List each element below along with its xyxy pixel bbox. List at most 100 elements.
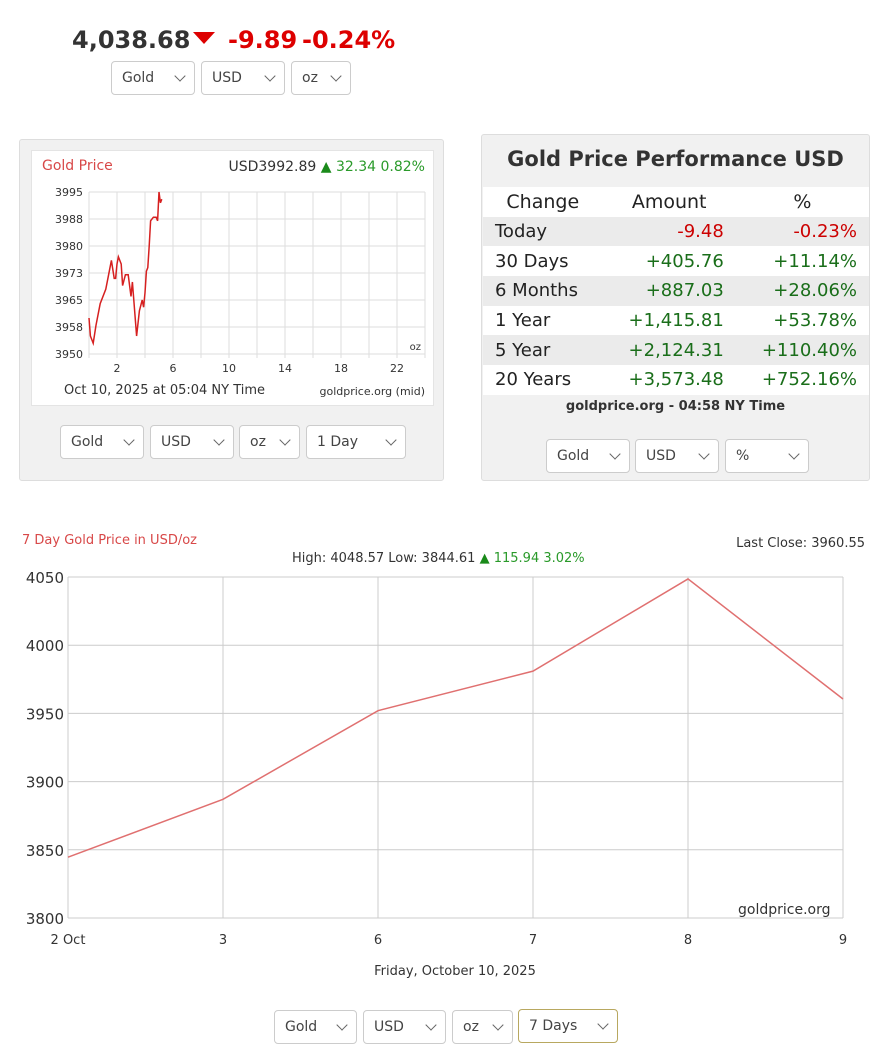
x-tick-label: 6	[374, 933, 382, 948]
weekly-range-select[interactable]: 7 Days	[518, 1009, 618, 1043]
select-value: Gold	[122, 70, 155, 86]
cell-pct: +53.78%	[773, 310, 857, 332]
intraday-quote: USD3992.89 ▲ 32.34 0.82%	[228, 159, 425, 175]
perf-mode-select[interactable]: %	[725, 439, 809, 473]
y-tick-label: 3958	[55, 321, 83, 334]
select-value: USD	[646, 448, 676, 464]
quote-price: USD3992.89	[228, 159, 317, 175]
performance-panel: Gold Price Performance USD Change Amount…	[481, 134, 870, 481]
chevron-down-icon	[279, 433, 291, 446]
x-tick-label: 2 Oct	[51, 933, 86, 948]
y-tick-label: 3800	[26, 910, 64, 928]
select-value: %	[736, 448, 750, 464]
chevron-down-icon	[330, 69, 342, 82]
chevron-down-icon	[174, 69, 186, 82]
intraday-unit-select[interactable]: oz	[239, 425, 300, 459]
cell-label: 30 Days	[495, 250, 569, 272]
select-value: Gold	[557, 448, 590, 464]
intraday-currency-select[interactable]: USD	[150, 425, 234, 459]
x-tick-label: 10	[222, 362, 236, 375]
triangle-down-icon	[193, 32, 215, 44]
y-tick-label: 3900	[26, 774, 64, 792]
select-value: USD	[161, 434, 191, 450]
cell-label: 6 Months	[495, 280, 578, 302]
metal-select[interactable]: Gold	[111, 61, 195, 95]
cell-amount: +3,573.48	[628, 369, 724, 391]
cell-amount: +887.03	[645, 280, 724, 302]
cell-pct: +110.40%	[761, 339, 857, 361]
weekly-watermark: goldprice.org	[738, 902, 831, 918]
cell-pct: -0.23%	[793, 221, 857, 243]
chevron-down-icon	[123, 433, 135, 446]
performance-title: Gold Price Performance USD	[507, 147, 844, 171]
last-close: Last Close: 3960.55	[736, 536, 865, 551]
intraday-chart-card: Gold Price USD3992.89 ▲ 32.34 0.82% 3995…	[31, 150, 434, 406]
header-change: Change	[506, 190, 580, 213]
cell-pct: +11.14%	[773, 250, 857, 272]
x-tick-label: 18	[334, 362, 348, 375]
perf-currency-select[interactable]: USD	[635, 439, 719, 473]
weekly-metal-select[interactable]: Gold	[274, 1010, 357, 1044]
select-value: 1 Day	[317, 434, 359, 450]
table-row: Today -9.48 -0.23%	[483, 216, 869, 247]
chevron-down-icon	[264, 69, 276, 82]
select-value: oz	[250, 434, 266, 450]
select-value: USD	[212, 70, 242, 86]
intraday-timestamp: Oct 10, 2025 at 05:04 NY Time	[64, 383, 266, 398]
select-value: oz	[302, 70, 318, 86]
unit-select[interactable]: oz	[291, 61, 351, 95]
weekly-high-low: High: 4048.57 Low: 3844.61 ▲ 115.94 3.02…	[292, 551, 585, 566]
y-tick-label: 4050	[26, 569, 64, 587]
weekly-unit-select[interactable]: oz	[452, 1010, 513, 1044]
chevron-down-icon	[213, 433, 225, 446]
current-price: 4,038.68	[72, 26, 191, 54]
table-row: 30 Days +405.76 +11.14%	[483, 246, 869, 277]
chevron-down-icon	[385, 433, 397, 446]
high-low-text: High: 4048.57 Low: 3844.61	[292, 551, 476, 566]
intraday-range-select[interactable]: 1 Day	[306, 425, 406, 459]
select-value: Gold	[71, 434, 104, 450]
triangle-up-icon: ▲	[479, 551, 490, 566]
price-change-percent: -0.24%	[302, 26, 396, 54]
triangle-up-icon: ▲	[320, 159, 332, 175]
intraday-metal-select[interactable]: Gold	[60, 425, 144, 459]
cell-label: 1 Year	[495, 310, 551, 332]
select-value: 7 Days	[529, 1018, 578, 1034]
weekly-currency-select[interactable]: USD	[363, 1010, 446, 1044]
y-tick-label: 3988	[55, 213, 83, 226]
select-value: USD	[374, 1019, 404, 1035]
weekly-title: 7 Day Gold Price in USD/oz	[22, 533, 197, 548]
table-row: 6 Months +887.03 +28.06%	[483, 276, 869, 306]
y-tick-label: 4000	[26, 637, 64, 655]
table-row: 20 Years +3,573.48 +752.16%	[483, 365, 869, 395]
chevron-down-icon	[425, 1018, 437, 1031]
table-row: 5 Year +2,124.31 +110.40%	[483, 335, 869, 366]
y-tick-label: 3965	[55, 294, 83, 307]
x-tick-label: 9	[839, 933, 847, 948]
x-tick-label: 8	[684, 933, 692, 948]
cell-label: Today	[495, 221, 548, 243]
y-tick-label: 3950	[55, 348, 83, 361]
table-row: 1 Year +1,415.81 +53.78%	[483, 305, 869, 336]
cell-pct: +752.16%	[761, 369, 857, 391]
chevron-down-icon	[698, 447, 710, 460]
weekly-date: Friday, October 10, 2025	[374, 964, 536, 979]
intraday-title: Gold Price	[42, 158, 113, 174]
quote-change: 32.34 0.82%	[335, 159, 425, 175]
cell-amount: +2,124.31	[628, 339, 724, 361]
cell-amount: +1,415.81	[628, 310, 724, 332]
chevron-down-icon	[492, 1018, 504, 1031]
cell-label: 20 Years	[495, 369, 572, 391]
perf-metal-select[interactable]: Gold	[546, 439, 630, 473]
price-change: -9.89	[228, 26, 298, 54]
y-tick-label: 3995	[55, 186, 83, 199]
chevron-down-icon	[336, 1018, 348, 1031]
chevron-down-icon	[597, 1017, 609, 1030]
x-tick-label: 2	[114, 362, 121, 375]
header-amount: Amount	[631, 190, 707, 213]
table-header: Change Amount %	[483, 187, 869, 217]
intraday-source: goldprice.org (mid)	[319, 385, 426, 398]
y-tick-label: 3980	[55, 240, 83, 253]
currency-select[interactable]: USD	[201, 61, 285, 95]
x-tick-label: 3	[219, 933, 227, 948]
